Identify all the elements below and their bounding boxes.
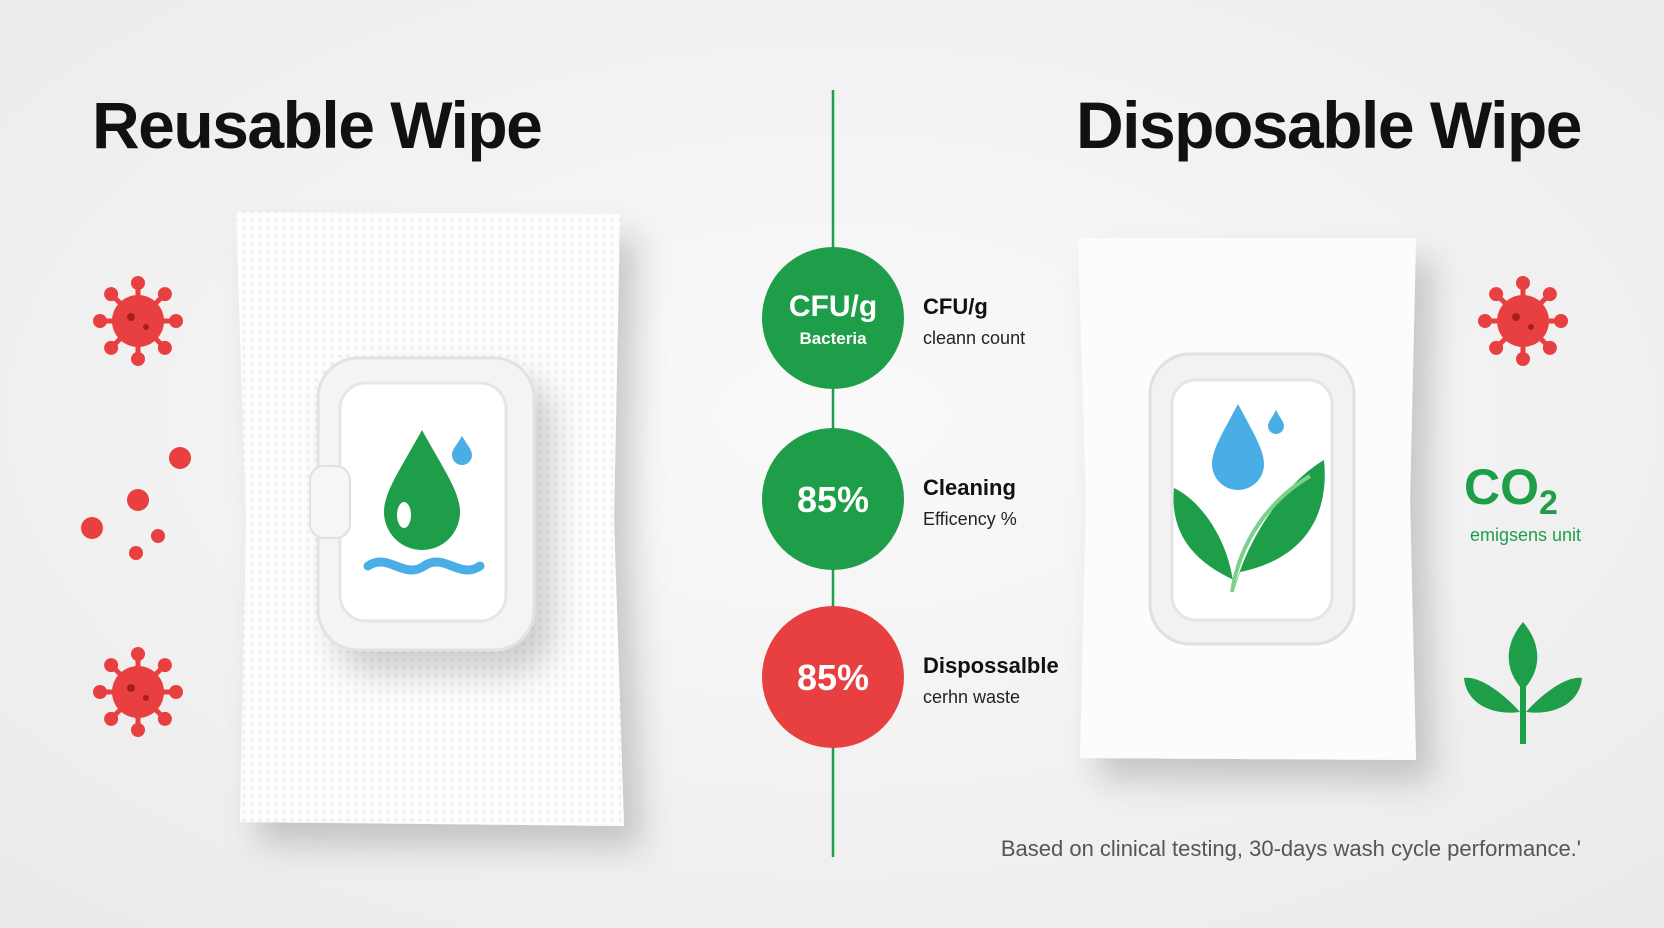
virus-tip bbox=[1554, 314, 1568, 328]
virus-tip bbox=[157, 340, 172, 355]
virus-body bbox=[112, 666, 164, 718]
metric-sub: Efficency % bbox=[923, 509, 1017, 529]
metric-sub: cleann count bbox=[923, 328, 1025, 348]
germs bbox=[81, 276, 1568, 737]
virus-tip bbox=[131, 276, 145, 290]
virus-tip bbox=[104, 340, 119, 355]
virus-tip bbox=[104, 658, 119, 673]
virus-tip bbox=[1516, 352, 1530, 366]
metrics: CFU/g Bacteria CFU/g cleann count 85% Cleanin… bbox=[762, 247, 1059, 748]
left-title: Reusable Wipe bbox=[92, 88, 541, 162]
leaf-icon bbox=[1464, 622, 1582, 744]
metric-sub: cerhn waste bbox=[923, 687, 1020, 707]
virus-tip bbox=[1489, 340, 1504, 355]
virus-body bbox=[112, 295, 164, 347]
virus-tip bbox=[104, 287, 119, 302]
metric-badge bbox=[762, 428, 904, 570]
virus-tip bbox=[93, 314, 107, 328]
metric-label: Dispossalble bbox=[923, 653, 1059, 678]
virus-tip bbox=[1542, 287, 1557, 302]
virus-tip bbox=[157, 711, 172, 726]
badge-sub: Bacteria bbox=[799, 329, 867, 348]
virus-tip bbox=[1478, 314, 1492, 328]
virus-spot bbox=[143, 695, 149, 701]
virus-tip bbox=[131, 723, 145, 737]
virus-tip bbox=[169, 685, 183, 699]
badge-text: CFU/g bbox=[789, 290, 877, 323]
virus-tip bbox=[104, 711, 119, 726]
virus-tip bbox=[93, 685, 107, 699]
virus-body bbox=[1497, 295, 1549, 347]
metric-label: CFU/g bbox=[923, 294, 988, 319]
right-title: Disposable Wipe bbox=[1076, 88, 1581, 162]
virus-tip bbox=[169, 314, 183, 328]
virus-spot bbox=[1528, 324, 1534, 330]
disposable-pack bbox=[1078, 238, 1416, 760]
virus-spot bbox=[127, 313, 135, 321]
co2-label: CO2 bbox=[1464, 459, 1558, 522]
virus-tip bbox=[1489, 287, 1504, 302]
virus-tip bbox=[157, 287, 172, 302]
footnote: Based on clinical testing, 30-days wash … bbox=[1001, 836, 1581, 861]
virus-tip bbox=[131, 647, 145, 661]
virus-spot bbox=[127, 684, 135, 692]
metric-badge bbox=[762, 606, 904, 748]
virus-tip bbox=[1516, 276, 1530, 290]
virus-spot bbox=[1512, 313, 1520, 321]
badge-text: 85% bbox=[797, 657, 869, 698]
virus-spot bbox=[143, 324, 149, 330]
co2-caption: emigsens unit bbox=[1470, 525, 1581, 545]
virus-tip bbox=[157, 658, 172, 673]
reusable-pack bbox=[236, 212, 624, 826]
virus-tip bbox=[1542, 340, 1557, 355]
metric-badge bbox=[762, 247, 904, 389]
badge-text: 85% bbox=[797, 479, 869, 520]
virus-tip bbox=[131, 352, 145, 366]
metric-label: Cleaning bbox=[923, 475, 1016, 500]
